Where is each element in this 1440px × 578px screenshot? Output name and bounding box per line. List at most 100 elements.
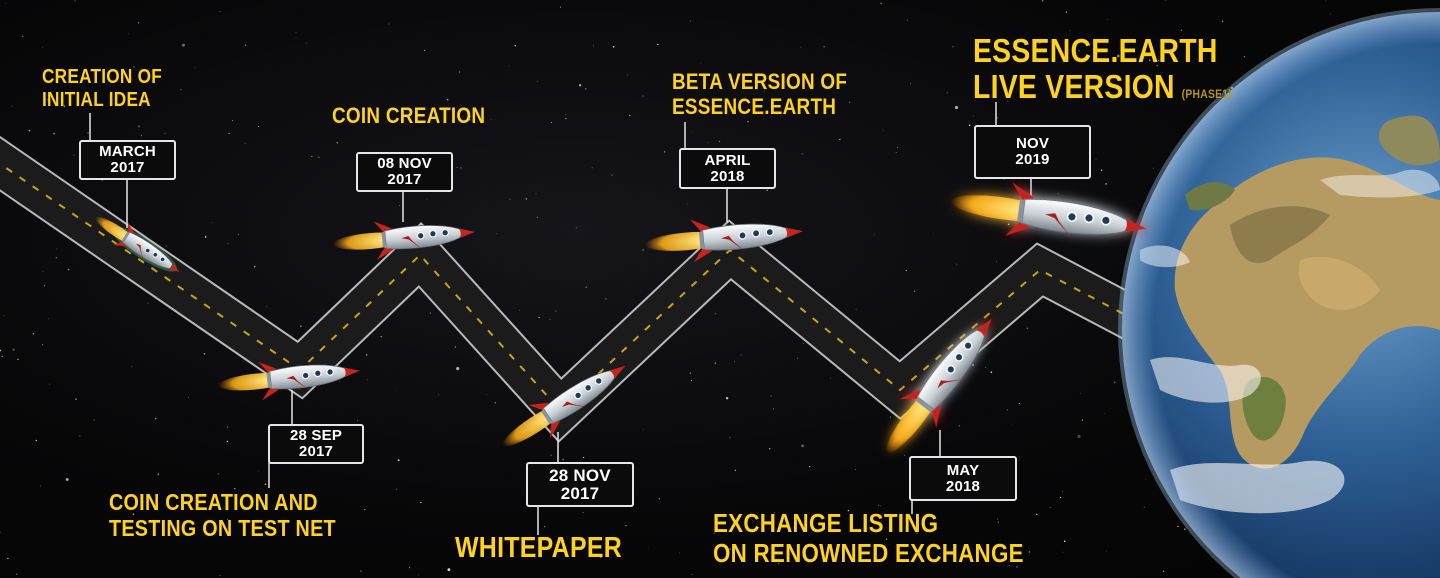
star	[397, 459, 400, 462]
date-line-1: 28 SEP	[289, 427, 343, 444]
star	[725, 396, 729, 400]
star	[1101, 169, 1103, 171]
star	[438, 394, 439, 395]
star	[551, 122, 553, 124]
label-line-1: ESSENCE.EARTH	[973, 32, 1218, 69]
date-line-1: 08 NOV	[377, 155, 432, 172]
star	[1, 355, 3, 358]
star	[194, 67, 196, 69]
star	[1062, 491, 1064, 493]
star	[1221, 20, 1224, 23]
star	[537, 80, 538, 82]
date-line-2: 2017	[110, 159, 145, 176]
star	[1069, 29, 1071, 31]
star	[147, 302, 149, 304]
star	[916, 532, 918, 534]
star	[582, 456, 585, 459]
star	[585, 88, 587, 90]
star	[740, 354, 742, 356]
star	[1081, 419, 1084, 421]
star	[766, 189, 768, 191]
star	[133, 66, 135, 68]
star	[1039, 42, 1041, 44]
star	[565, 117, 567, 120]
label-line-2-wrap: LIVE VERSION (PHASE1)	[973, 68, 1232, 105]
star	[582, 512, 584, 514]
label-line-2: TESTING ON TEST NET	[109, 515, 336, 542]
star	[642, 429, 644, 431]
milestone-label-whitepaper: WHITEPAPER	[455, 532, 622, 565]
star	[244, 44, 247, 46]
star	[1006, 409, 1009, 411]
star	[1243, 56, 1245, 58]
star	[508, 65, 510, 67]
star	[897, 146, 898, 148]
date-line-1: APRIL	[704, 151, 751, 169]
milestone-label-beta-version: BETA VERSION OF ESSENCE.EARTH	[672, 69, 847, 120]
star	[880, 2, 882, 4]
star	[470, 116, 471, 118]
star	[714, 362, 717, 364]
star	[686, 203, 688, 205]
star	[1028, 551, 1030, 553]
star	[1065, 11, 1068, 13]
star	[847, 509, 850, 512]
star	[128, 33, 129, 35]
star	[182, 43, 185, 47]
star	[1325, 0, 1327, 2]
star	[910, 82, 912, 84]
label-line-1: CREATION OF	[42, 66, 163, 88]
star	[718, 140, 721, 143]
star	[417, 107, 419, 109]
star	[16, 573, 18, 575]
star	[447, 99, 449, 101]
star	[429, 312, 431, 314]
star	[895, 152, 897, 153]
star	[395, 390, 397, 391]
star	[801, 153, 803, 155]
star	[973, 115, 975, 117]
star	[131, 366, 133, 368]
star	[578, 84, 582, 87]
star	[1034, 96, 1035, 97]
star	[629, 114, 631, 116]
star	[961, 566, 963, 568]
star	[972, 364, 974, 366]
star	[266, 305, 268, 307]
star	[713, 532, 716, 534]
star	[559, 6, 562, 8]
star	[1077, 434, 1081, 439]
star	[802, 343, 804, 344]
star	[420, 501, 422, 504]
star	[232, 120, 233, 122]
star	[880, 505, 881, 507]
star	[1062, 551, 1064, 553]
star	[137, 22, 140, 24]
star	[254, 266, 256, 268]
star	[1230, 86, 1234, 90]
star	[203, 353, 206, 355]
star	[692, 130, 693, 132]
star	[854, 469, 856, 470]
star	[217, 473, 220, 475]
star	[990, 371, 993, 373]
star	[226, 426, 228, 428]
star	[63, 105, 65, 107]
star	[396, 488, 398, 490]
star	[7, 557, 9, 560]
star	[1152, 167, 1154, 169]
star	[426, 198, 428, 200]
milestone-label-initial-idea: CREATION OF INITIAL IDEA	[42, 66, 162, 112]
star	[65, 478, 69, 481]
rocket-icon	[868, 303, 1011, 468]
label-line-1: COIN CREATION AND	[109, 489, 318, 515]
star	[536, 216, 538, 218]
star	[1149, 59, 1151, 61]
star	[1177, 525, 1179, 528]
star	[914, 290, 916, 292]
star	[154, 417, 157, 420]
label-line-2: INITIAL IDEA	[42, 89, 151, 111]
date-line-2: 2018	[945, 477, 981, 495]
date-line-1: NOV	[1015, 135, 1050, 152]
